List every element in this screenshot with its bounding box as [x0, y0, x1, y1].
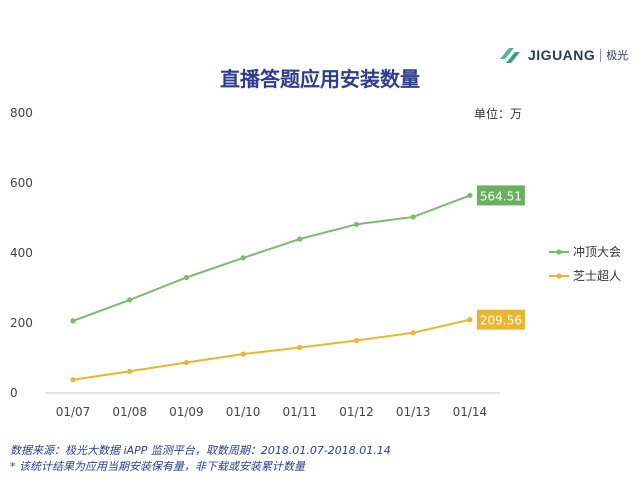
data-point	[127, 297, 133, 303]
data-source-note: 数据来源：极光大数据 iAPP 监测平台，取数周期：2018.01.07-201…	[10, 444, 391, 457]
y-tick-label: 0	[10, 386, 18, 400]
data-point	[467, 317, 473, 323]
data-point	[70, 377, 76, 383]
data-point	[353, 337, 360, 344]
x-tick-label: 01/11	[283, 405, 318, 419]
brand-divider	[600, 48, 602, 62]
data-point	[70, 318, 76, 324]
end-value-label: 209.56	[480, 314, 522, 328]
end-value-label: 564.51	[480, 189, 522, 203]
x-tick-label: 01/07	[56, 405, 91, 419]
statistics-note: * 该统计结果为应用当期安装保有量，非下载或安装累计数量	[10, 460, 305, 473]
x-tick-label: 01/10	[226, 405, 261, 419]
legend-label: 冲顶大会	[573, 244, 621, 259]
x-tick-label: 01/14	[453, 405, 488, 419]
x-tick-label: 01/12	[339, 405, 374, 419]
data-point	[183, 274, 189, 281]
y-tick-label: 600	[10, 176, 33, 190]
jiguang-logo-icon	[500, 48, 520, 63]
series-line	[72, 318, 471, 381]
y-tick-label: 800	[10, 106, 33, 120]
legend-label: 芝士超人	[573, 268, 621, 283]
footer: 数据来源：极光大数据 iAPP 监测平台，取数周期：2018.01.07-201…	[10, 443, 391, 475]
brand-logo: JIGUANG 极光	[497, 42, 628, 68]
end-value-label-bg	[476, 309, 525, 330]
x-tick-label: 01/13	[396, 405, 431, 419]
y-tick-label: 200	[10, 316, 33, 330]
data-point	[353, 221, 360, 227]
unit-label: 单位：万	[474, 107, 523, 121]
data-point	[183, 359, 189, 366]
legend-marker	[556, 249, 562, 255]
data-point	[410, 214, 416, 220]
data-point	[297, 344, 303, 351]
series-line	[72, 194, 471, 322]
chart-title: 直播答题应用安装数量	[220, 67, 420, 91]
y-tick-label: 400	[10, 246, 33, 260]
data-point	[297, 236, 303, 242]
brand-name: JIGUANG	[528, 47, 596, 63]
data-point	[467, 192, 473, 199]
data-point	[240, 351, 246, 357]
data-point	[127, 368, 133, 374]
data-point	[410, 330, 416, 336]
end-value-label-bg	[476, 185, 525, 206]
x-tick-label: 01/08	[112, 405, 147, 419]
brand-name-cn: 极光	[606, 49, 629, 62]
data-point	[240, 255, 246, 261]
legend-marker	[556, 273, 562, 279]
x-tick-label: 01/09	[169, 405, 204, 419]
